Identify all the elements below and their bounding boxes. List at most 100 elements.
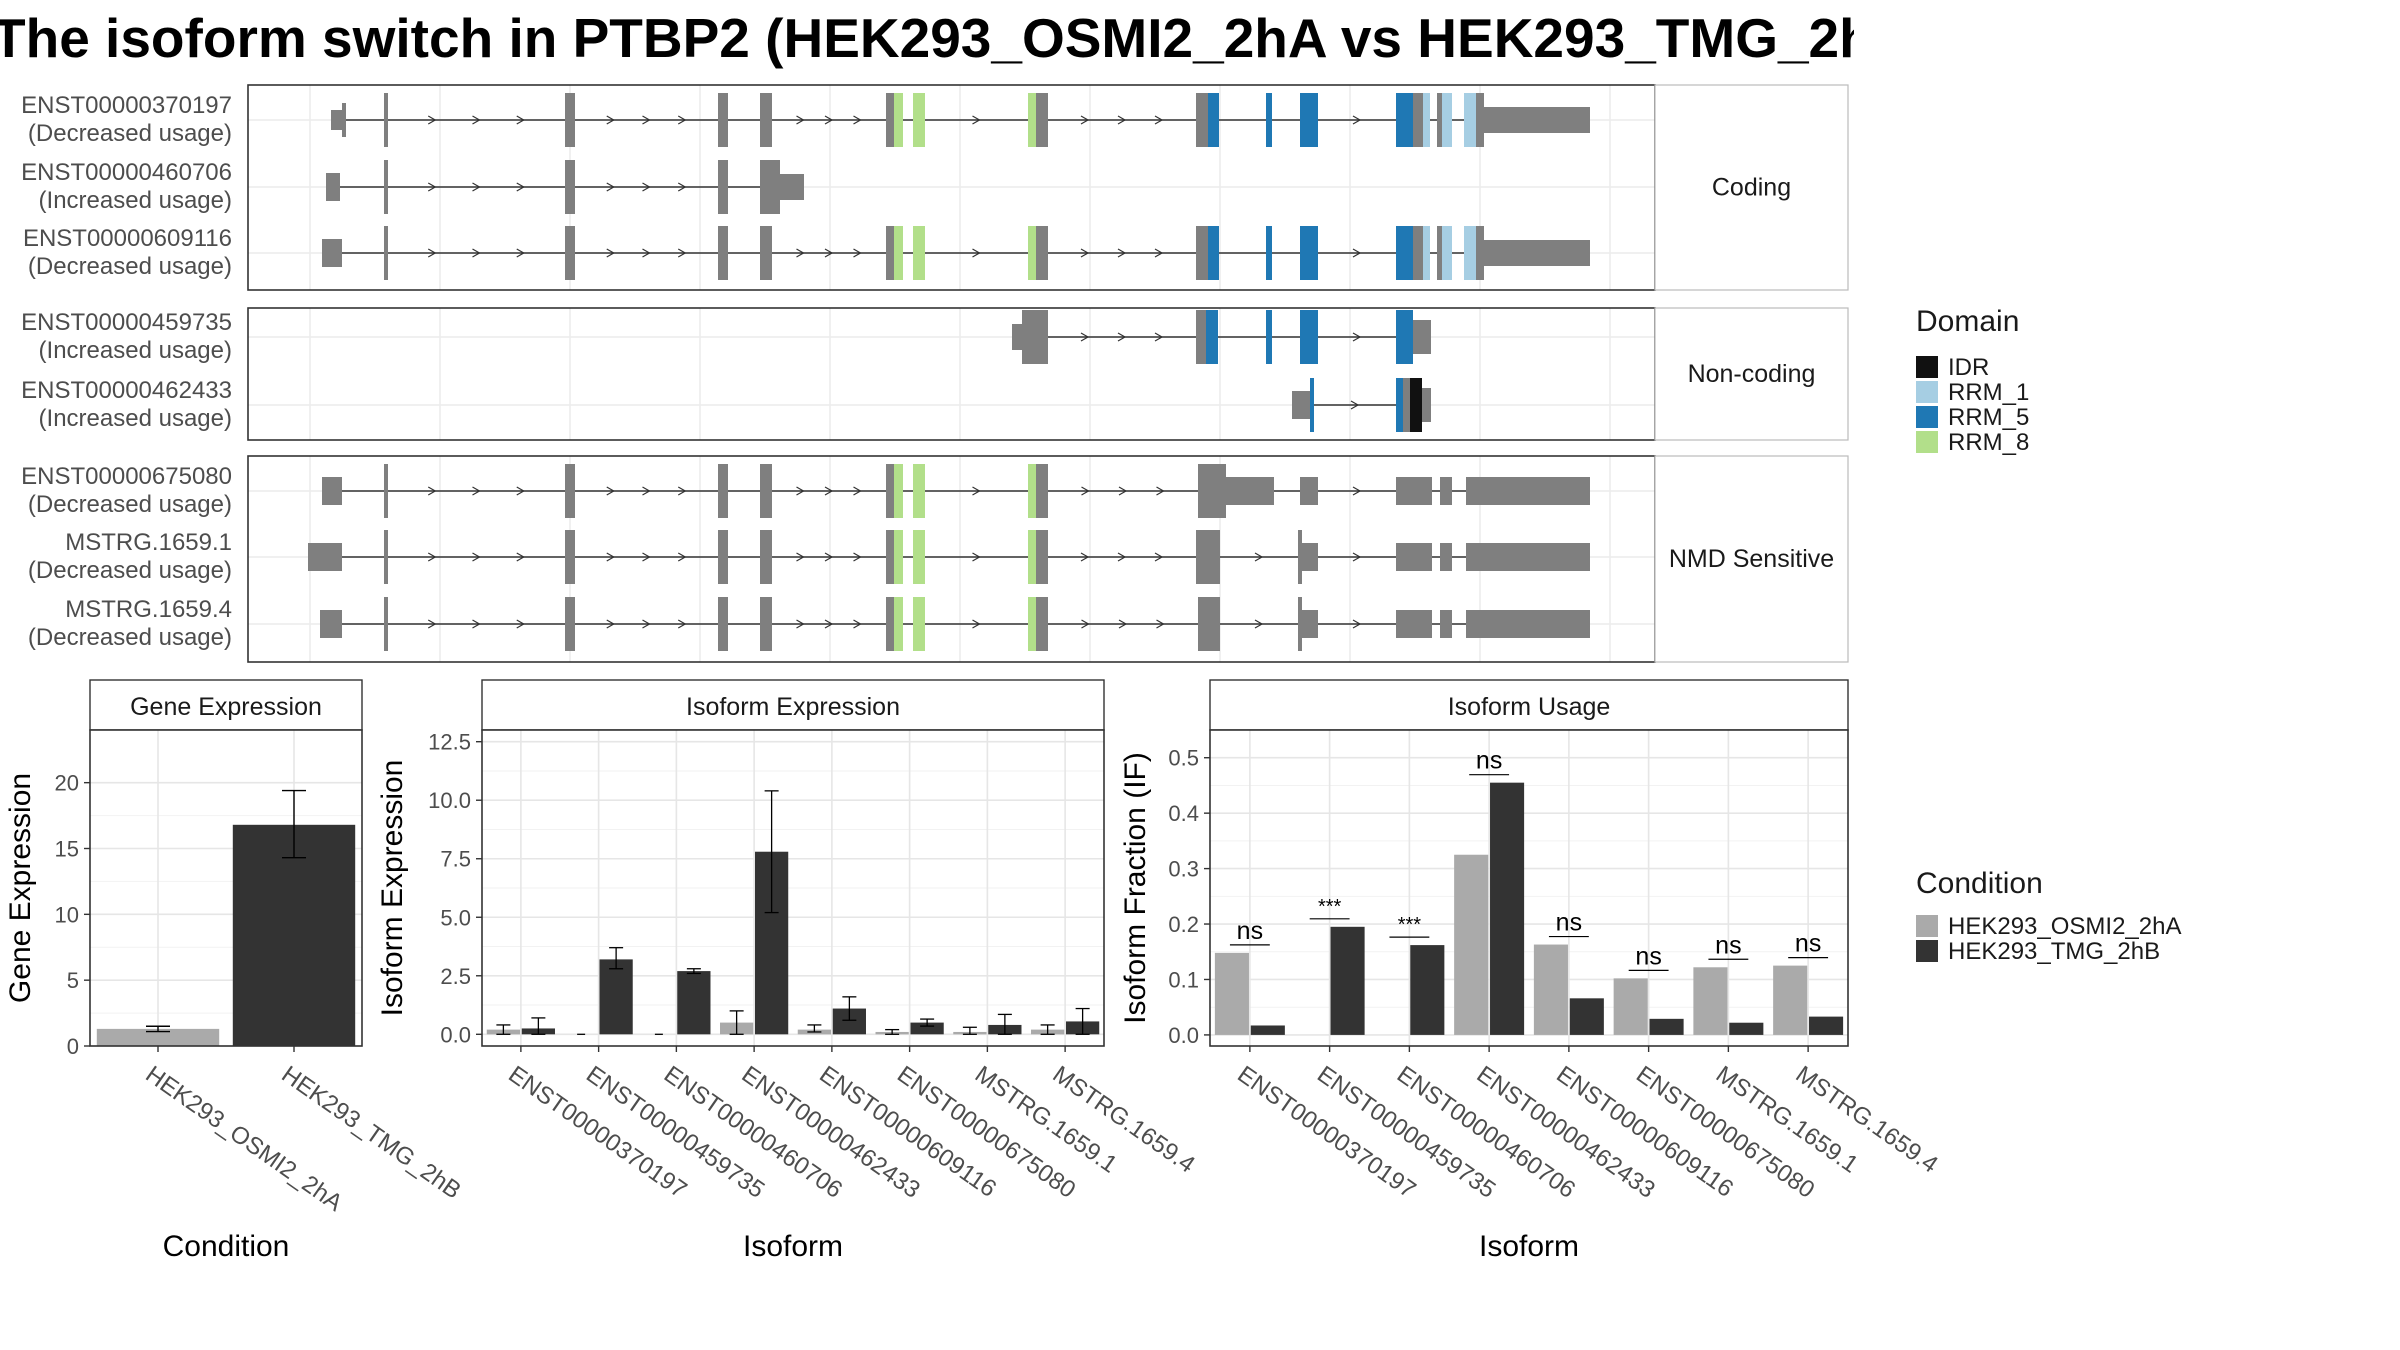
exon-block	[1410, 378, 1422, 432]
transcript-row: MSTRG.1659.4(Decreased usage)	[28, 596, 1590, 651]
intron-arrow	[1156, 619, 1165, 629]
exon-block	[1440, 477, 1452, 505]
intron-arrow	[516, 248, 525, 258]
intron-arrow	[796, 619, 805, 629]
y-tick-label: 5.0	[440, 905, 471, 930]
exon-block	[1012, 324, 1022, 350]
intron-arrow	[972, 552, 981, 562]
bar	[232, 824, 356, 1046]
exon-block	[1484, 107, 1590, 133]
exon-block	[760, 93, 772, 147]
intron-arrow	[1352, 115, 1362, 125]
bar	[1533, 944, 1568, 1035]
bar	[96, 1028, 220, 1046]
y-axis-title: Gene Expression	[4, 773, 37, 1003]
y-tick-label: 0.1	[1168, 967, 1199, 992]
exon-block	[1198, 597, 1220, 651]
intron-arrow	[824, 115, 834, 125]
exon-block	[1442, 93, 1452, 147]
exon-block	[1302, 543, 1318, 571]
exon-block	[1196, 310, 1206, 364]
intron-arrow	[677, 115, 687, 125]
exon-block	[384, 160, 388, 214]
intron-arrow	[606, 619, 615, 629]
intron-arrow	[972, 619, 981, 629]
exon-block	[322, 477, 342, 505]
transcript-usage-label: (Increased usage)	[39, 337, 232, 364]
intron-arrow	[1081, 486, 1090, 496]
intron-arrow	[1154, 248, 1164, 258]
transcript-row: ENST00000460706(Increased usage)	[21, 159, 804, 214]
intron-arrow	[516, 486, 525, 496]
chart-strip	[89, 679, 363, 731]
exon-block	[1422, 388, 1431, 422]
exon-block	[1300, 93, 1318, 147]
intron-arrow	[1080, 248, 1090, 258]
intron-arrow	[606, 182, 615, 192]
domain-legend-swatch	[1916, 431, 1938, 453]
exon-block	[718, 597, 728, 651]
intron-arrow	[677, 248, 687, 258]
exon-block	[1396, 610, 1432, 638]
exon-block	[886, 530, 894, 584]
transcript-usage-label: (Increased usage)	[39, 187, 232, 214]
panel-strip-label: NMD Sensitive	[1669, 545, 1834, 573]
intron-arrow	[642, 248, 651, 258]
intron-arrow	[427, 619, 437, 629]
domain-legend-label: RRM_8	[1948, 429, 2029, 456]
exon-block	[1266, 93, 1272, 147]
exon-block	[1413, 93, 1423, 147]
exon-block	[760, 597, 772, 651]
panel-strip-label: Non-coding	[1688, 360, 1816, 388]
structure-panel-1: Non-coding ENST00000459735(Increased usag…	[21, 307, 1849, 441]
exon-block	[886, 597, 894, 651]
transcript-usage-label: (Decreased usage)	[28, 253, 232, 280]
domain-legend-label: RRM_1	[1948, 379, 2029, 406]
exon-block	[886, 464, 894, 518]
bar	[1250, 1025, 1285, 1035]
intron-arrow	[972, 248, 981, 258]
transcript-usage-label: (Decreased usage)	[28, 120, 232, 147]
chart-panel-border	[89, 729, 363, 1047]
transcript-row: ENST00000462433(Increased usage)	[21, 377, 1431, 432]
exon-block	[384, 93, 388, 147]
y-tick-label: 0.4	[1168, 801, 1199, 826]
structure-panel-bg	[248, 308, 1655, 440]
exon-block	[1036, 530, 1048, 584]
exon-block	[1413, 320, 1431, 354]
intron-arrow	[972, 486, 981, 496]
transcript-row: ENST00000459735(Increased usage)	[21, 309, 1431, 364]
intron-arrow	[824, 248, 834, 258]
intron-arrow	[1117, 332, 1127, 342]
exon-block	[1396, 93, 1413, 147]
transcript-id-label: MSTRG.1659.4	[65, 596, 232, 623]
y-tick-label: 10	[55, 902, 79, 927]
intron-arrow	[853, 486, 862, 496]
exon-block	[760, 160, 780, 214]
intron-arrow	[1352, 552, 1362, 562]
exon-block	[1423, 93, 1430, 147]
exon-block	[342, 103, 346, 137]
exon-block	[1298, 530, 1302, 584]
intron-arrow	[642, 486, 651, 496]
exon-block	[1266, 310, 1272, 364]
transcript-usage-label: (Increased usage)	[39, 405, 232, 432]
significance-label: ***	[1318, 896, 1342, 918]
panel-strip	[1654, 455, 1849, 663]
condition-legend-label: HEK293_TMG_2hB	[1948, 938, 2160, 965]
bar	[1410, 945, 1445, 1035]
exon-block	[1036, 93, 1048, 147]
intron-arrow	[472, 248, 481, 258]
exon-block	[1298, 597, 1302, 651]
exon-block	[565, 93, 575, 147]
intron-arrow	[1080, 115, 1090, 125]
exon-block	[565, 530, 575, 584]
x-axis-title: Condition	[163, 1230, 290, 1263]
y-tick-label: 12.5	[428, 730, 471, 755]
y-tick-label: 0.5	[1168, 746, 1199, 771]
intron-arrow	[606, 248, 615, 258]
intron-arrow	[1352, 332, 1362, 342]
exon-block	[1466, 610, 1590, 638]
